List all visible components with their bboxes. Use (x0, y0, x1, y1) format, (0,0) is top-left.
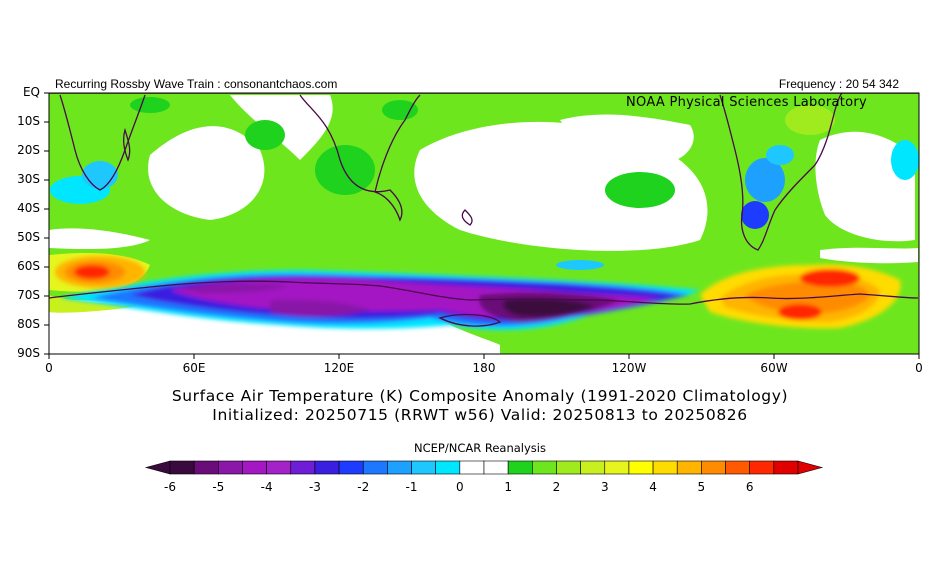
colorbar-segment (652, 460, 678, 475)
colorbar-segment (387, 460, 412, 475)
colorbar-label: -1 (405, 480, 418, 494)
colorbar-segment (338, 460, 364, 475)
colorbar-segment (604, 460, 630, 475)
data-source-label: NCEP/NCAR Reanalysis (414, 441, 546, 455)
lat-label: 10S (17, 114, 40, 128)
colorbar-label: 5 (697, 480, 706, 494)
colorbar-segment (435, 460, 461, 475)
colorbar-segment (580, 460, 606, 475)
lon-label: 120E (323, 361, 355, 375)
colorbar-label: 0 (456, 480, 464, 494)
colorbar-segment (411, 460, 436, 475)
colorbar-label: -2 (357, 480, 370, 494)
colorbar-label: 6 (745, 480, 754, 494)
cold-antarctic-band (60, 270, 700, 330)
colorbar-label: 2 (552, 480, 561, 494)
colorbar-max-arrow (797, 460, 824, 475)
colorbar-segment (556, 460, 581, 475)
colorbar-label: 4 (649, 480, 657, 494)
lat-label: 30S (17, 172, 40, 186)
colorbar-segment (362, 460, 388, 475)
colorbar-label: 1 (504, 480, 512, 494)
near-zero-regions (49, 95, 918, 354)
organization-label: NOAA Physical Sciences Laboratory (626, 95, 868, 110)
colorbar-label: -4 (260, 480, 273, 494)
colorbar-segment (701, 460, 726, 475)
colorbar-segment (676, 460, 702, 475)
lon-label: 60W (760, 361, 788, 375)
weak-warm-regions (130, 97, 835, 208)
lon-label: 0 (915, 361, 923, 375)
colorbar-segment (193, 460, 219, 475)
colorbar-segment (169, 460, 195, 475)
colorbar-segment (218, 460, 243, 475)
lat-label: 60S (17, 259, 40, 273)
colorbar-label: -3 (308, 480, 321, 494)
colorbar-segment (628, 460, 654, 475)
lat-label: 70S (17, 288, 40, 302)
colorbar-segment (507, 460, 533, 475)
colorbar-segment (725, 460, 750, 475)
colorbar-segment (773, 460, 799, 475)
colorbar-label: 3 (600, 480, 609, 494)
lat-label: 20S (17, 143, 40, 157)
colorbar-segment (242, 460, 267, 475)
colorbar-segment (314, 460, 340, 475)
lon-label: 180 (472, 361, 496, 375)
lat-label: 80S (17, 317, 40, 331)
lat-label: 40S (17, 201, 40, 215)
lon-label: 60E (182, 361, 206, 375)
colorbar-segment (483, 460, 509, 475)
title-line-2: Initialized: 20250715 (RRWT w56) Valid: … (212, 406, 748, 424)
lat-label: EQ (22, 85, 40, 99)
lon-label: 120W (611, 361, 647, 375)
colorbar-segment (266, 460, 292, 475)
colorbar-segment (459, 460, 485, 475)
colorbar-label: -5 (212, 480, 225, 494)
header-frequency-label: Frequency : 20 54 342 (778, 77, 899, 91)
lat-label: 50S (17, 230, 40, 244)
header-source-label: Recurring Rossby Wave Train : consonantc… (55, 77, 338, 91)
lon-label: 0 (45, 361, 53, 375)
weak-cold-regions (50, 140, 919, 270)
colorbar-min-arrow (144, 460, 171, 475)
warm-anomaly-regions (55, 256, 901, 329)
colorbar-label: -6 (164, 480, 176, 494)
colorbar-segment (532, 460, 557, 475)
colorbar-segment (749, 460, 775, 475)
colorbar-segment (290, 460, 316, 475)
title-line-1: Surface Air Temperature (K) Composite An… (171, 387, 789, 405)
lat-label: 90S (17, 346, 40, 360)
coastlines (49, 93, 919, 354)
